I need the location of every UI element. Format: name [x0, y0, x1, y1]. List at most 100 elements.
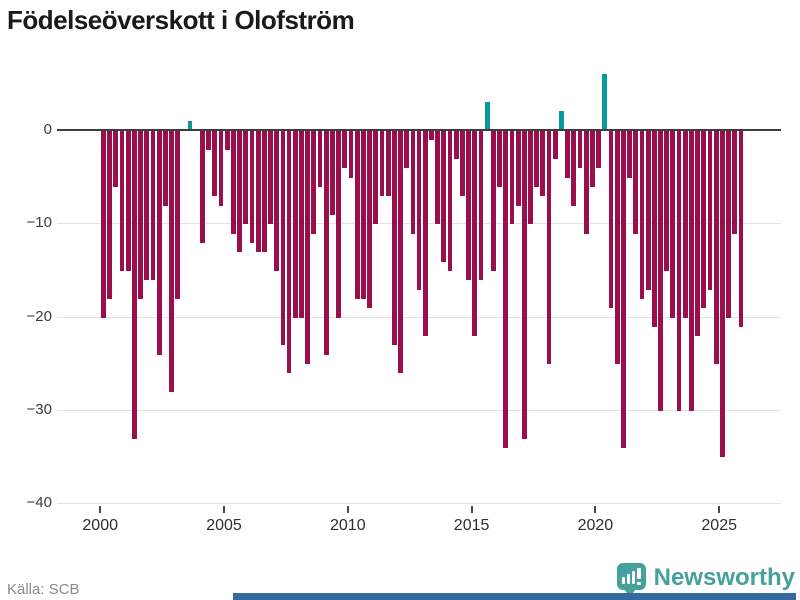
bar: [608, 131, 614, 309]
bar: [478, 131, 484, 281]
newsworthy-logo[interactable]: Newsworthy: [616, 563, 795, 597]
bar: [664, 131, 670, 271]
bar: [633, 131, 639, 234]
bar: [342, 131, 348, 169]
bar: [299, 131, 304, 318]
newsworthy-wordmark: Newsworthy: [653, 564, 795, 591]
bar: [540, 131, 546, 197]
bar: [410, 131, 416, 234]
bar: [707, 131, 713, 290]
bar: [391, 131, 397, 346]
bar: [676, 131, 682, 411]
bar: [249, 131, 255, 243]
x-axis-tick-label: 2010: [330, 517, 366, 534]
bar: [385, 131, 391, 197]
bar: [639, 131, 645, 299]
source-label: Källa: SCB: [7, 581, 80, 598]
bar: [268, 131, 273, 225]
bar: [398, 131, 403, 374]
bar: [670, 131, 676, 318]
x-axis-tick: [470, 506, 473, 513]
bar: [596, 131, 601, 169]
bar: [101, 131, 106, 318]
bottom-accent-bar: [233, 593, 796, 600]
y-axis-tick-label: −10: [26, 214, 52, 232]
bar: [336, 131, 342, 318]
bar: [726, 131, 731, 318]
bar: [528, 131, 533, 225]
bar: [435, 131, 441, 225]
bar: [738, 131, 744, 327]
bar: [651, 131, 657, 327]
bar: [150, 131, 156, 281]
bar: [583, 131, 589, 234]
x-axis-tick-label: 2020: [577, 517, 614, 534]
newsworthy-speech-bubble-chart-icon: [616, 563, 646, 597]
bar: [416, 131, 422, 290]
bar: [682, 131, 688, 318]
bar: [237, 131, 242, 253]
bar: [218, 131, 224, 206]
bar: [131, 131, 137, 439]
bar: [422, 131, 428, 337]
bar: [144, 131, 150, 281]
bar: [546, 131, 552, 365]
bar: [373, 131, 379, 225]
bar: [354, 131, 360, 299]
y-axis-tick-label: 0: [43, 121, 52, 138]
x-axis-tick-label: 2005: [206, 517, 242, 534]
bar: [503, 131, 509, 449]
bar: [169, 131, 174, 393]
bar: [212, 131, 218, 197]
bar: [571, 131, 577, 206]
bar: [713, 131, 719, 365]
bar: [317, 131, 323, 187]
bar: [509, 131, 515, 225]
bar: [460, 131, 465, 197]
bar: [274, 131, 280, 271]
x-axis-tick: [223, 506, 225, 513]
x-axis-tick-label: 2015: [453, 517, 490, 534]
bar: [614, 131, 620, 365]
bar: [348, 131, 354, 178]
y-axis-tick-label: −40: [26, 494, 52, 511]
bar: [472, 131, 478, 337]
bar: [720, 131, 725, 458]
y-axis-tick-label: −30: [26, 400, 52, 418]
bar: [466, 131, 471, 281]
bar: [534, 131, 540, 187]
page-title: Födelseöverskott i Olofström: [7, 5, 355, 35]
bar: [429, 131, 434, 141]
bar: [305, 131, 311, 365]
bar: [255, 131, 261, 253]
bar: [156, 131, 162, 355]
bar: [565, 131, 571, 178]
bar: [200, 131, 205, 243]
bar: [658, 131, 663, 411]
bar: [206, 131, 212, 150]
bar: [404, 131, 410, 169]
bar: [224, 131, 230, 150]
bar: [497, 131, 502, 187]
bar: [107, 131, 112, 299]
x-axis-tick: [594, 506, 597, 513]
gridline: [57, 316, 781, 318]
bar: [113, 131, 119, 187]
bar: [602, 74, 608, 129]
bar: [138, 131, 143, 299]
bar: [311, 131, 317, 234]
bar: [323, 131, 329, 355]
bar: [243, 131, 249, 225]
bar: [119, 131, 125, 271]
bar: [280, 131, 286, 346]
bar: [230, 131, 236, 234]
bar: [689, 131, 694, 411]
bar: [447, 131, 453, 271]
x-axis-tick: [718, 506, 721, 513]
y-axis-tick-label: −20: [26, 307, 52, 325]
x-axis-tick-label: 2000: [82, 517, 118, 534]
bar: [367, 131, 372, 309]
bar: [292, 131, 298, 318]
bar: [521, 131, 527, 439]
